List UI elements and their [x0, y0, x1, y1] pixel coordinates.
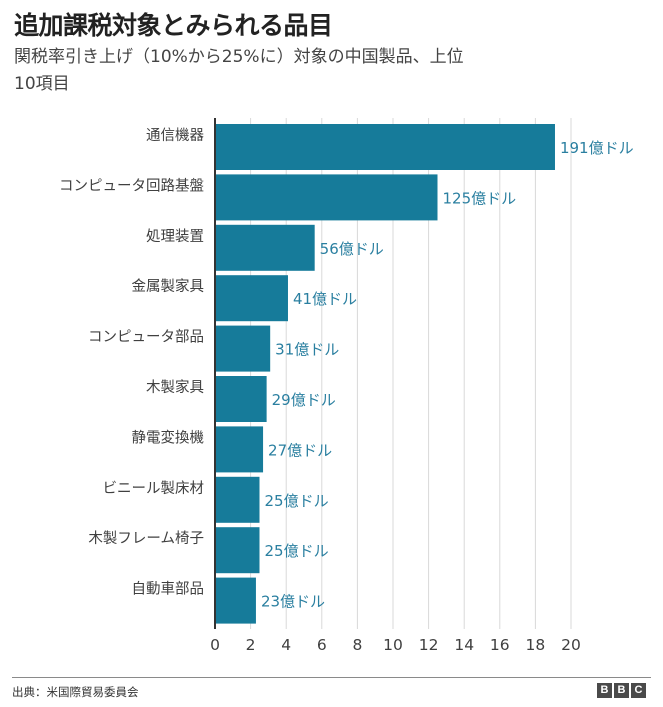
bar	[215, 275, 288, 322]
data-label: 31億ドル	[275, 341, 339, 359]
bar	[215, 527, 260, 574]
x-tick-label: 6	[317, 636, 327, 654]
x-tick-label: 2	[246, 636, 256, 654]
bbc-logo-letter: C	[631, 683, 646, 698]
source-note: 出典：米国際貿易委員会	[12, 685, 139, 699]
x-tick-label: 20	[561, 636, 581, 654]
bbc-logo-letter: B	[614, 683, 629, 698]
category-label: コンピュータ回路基盤	[59, 177, 204, 194]
x-tick-label: 18	[526, 636, 546, 654]
chart-subtitle: 関税率引き上げ（10%から25%に）対象の中国製品、上位10項目	[14, 47, 464, 94]
bbc-logo: B B C	[597, 683, 646, 698]
bar	[215, 577, 256, 624]
bar	[215, 224, 315, 271]
x-tick-label: 8	[352, 636, 362, 654]
data-label: 56億ドル	[320, 240, 384, 258]
bar	[215, 426, 264, 473]
bbc-logo-letter: B	[597, 683, 612, 698]
chart-title: 追加課税対象とみられる品目	[14, 11, 333, 40]
x-tick-label: 4	[281, 636, 291, 654]
category-label: 静電変換機	[132, 429, 205, 446]
bar	[215, 376, 267, 422]
x-tick-label: 14	[454, 636, 474, 654]
bar	[215, 124, 555, 170]
data-label: 25億ドル	[265, 542, 329, 560]
category-label: 処理装置	[146, 228, 204, 245]
data-label: 23億ドル	[261, 593, 325, 611]
data-label: 27億ドル	[268, 441, 332, 459]
bar	[215, 476, 260, 523]
x-tick-label: 16	[490, 636, 510, 654]
category-label: 木製家具	[146, 379, 204, 396]
category-label: 金属製家具	[132, 278, 205, 295]
data-label: 41億ドル	[293, 290, 357, 308]
footer-divider	[12, 677, 651, 678]
category-label: 木製フレーム椅子	[88, 530, 204, 547]
category-label: 自動車部品	[132, 581, 205, 598]
data-label: 25億ドル	[265, 492, 329, 510]
category-label: 通信機器	[146, 127, 204, 144]
category-label: ビニール製床材	[103, 480, 205, 497]
x-tick-label: 10	[383, 636, 403, 654]
x-tick-label: 0	[210, 636, 220, 654]
bar	[215, 325, 271, 372]
data-label: 191億ドル	[560, 139, 634, 157]
data-label: 29億ドル	[272, 391, 336, 409]
data-label: 125億ドル	[443, 189, 517, 207]
bar	[215, 174, 438, 221]
x-tick-label: 12	[419, 636, 439, 654]
category-label: コンピュータ部品	[88, 329, 204, 346]
